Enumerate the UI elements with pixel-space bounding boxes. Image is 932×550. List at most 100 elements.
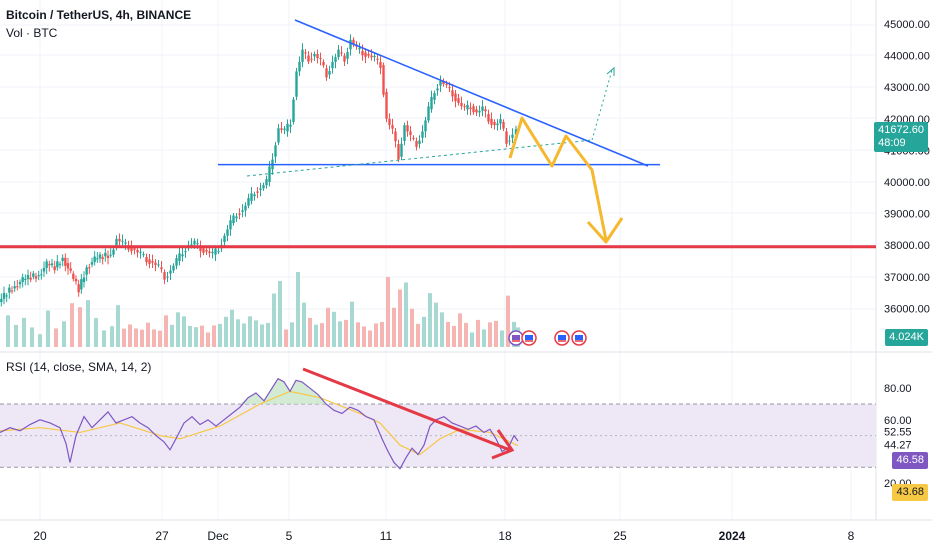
candle-body <box>172 265 175 271</box>
candle-body <box>310 58 313 60</box>
volume-bar <box>338 321 342 347</box>
volume-bar <box>506 295 510 347</box>
time-tick: 11 <box>380 529 393 543</box>
candle-body <box>232 215 235 224</box>
volume-bar <box>320 323 324 347</box>
candle-body <box>45 261 48 268</box>
volume-bar <box>116 305 120 347</box>
volume-label: Vol · BTC <box>6 26 58 40</box>
time-axis[interactable]: 20 27 Dec 5 11 18 25 2024 8 <box>33 529 854 543</box>
volume-bar <box>22 317 26 347</box>
volume-bar <box>488 322 492 347</box>
rsi-label: RSI (14, close, SMA, 14, 2) <box>6 360 152 374</box>
volume-bar <box>458 313 462 347</box>
volume-bar <box>30 327 34 347</box>
candle-body <box>142 254 145 256</box>
volume-bar <box>70 303 74 347</box>
volume-bar <box>140 329 144 347</box>
volume-bar <box>128 324 132 347</box>
candle-body <box>24 278 27 280</box>
candle-body <box>229 220 232 230</box>
candle-body <box>16 286 19 288</box>
candle-body <box>316 54 319 58</box>
candle-body <box>505 131 508 144</box>
candle-body <box>223 235 226 243</box>
candle-body <box>130 246 133 252</box>
volume-bar <box>290 322 294 347</box>
candle-body <box>247 198 250 206</box>
candle-body <box>145 257 148 263</box>
volume-bar <box>54 328 58 347</box>
price-tick: 44000.00 <box>884 51 930 63</box>
volume-bar <box>194 327 198 347</box>
volume-bar <box>94 318 98 347</box>
candle-body <box>178 253 181 261</box>
descending-trendline <box>294 19 649 167</box>
rsi-line <box>0 377 519 470</box>
drawings <box>0 19 876 249</box>
candle-body <box>34 276 38 279</box>
candle-body <box>124 242 127 244</box>
candle-body <box>295 71 298 97</box>
candle-body <box>415 140 418 147</box>
candle-body <box>406 125 409 132</box>
volume-bar <box>302 302 306 347</box>
candle-body <box>106 255 110 259</box>
candle-body <box>238 213 241 215</box>
volume-bar <box>404 282 408 347</box>
candle-body <box>313 54 316 57</box>
candle-body <box>385 91 388 119</box>
volume-bar <box>6 315 10 347</box>
candle-body <box>433 93 436 100</box>
candle-body <box>430 96 433 110</box>
candle-body <box>514 129 518 135</box>
time-tick: 5 <box>286 529 293 543</box>
candle-body <box>53 266 56 271</box>
volume-bar <box>158 330 162 347</box>
volume-bar <box>164 315 168 347</box>
candle-body <box>286 123 289 132</box>
candle-body <box>403 125 406 141</box>
candle-body <box>469 107 472 110</box>
volume-bar <box>368 330 372 347</box>
candle-body <box>445 84 448 86</box>
current-price: 41672.60 <box>878 124 924 136</box>
candle-body <box>2 292 6 299</box>
candle-body <box>457 98 460 103</box>
volume-bar <box>146 322 150 347</box>
event-markers[interactable] <box>508 330 587 346</box>
candle-body <box>5 295 8 297</box>
candle-body <box>496 123 499 126</box>
candle-body <box>56 261 59 268</box>
volume-bar <box>398 289 402 347</box>
volume-bar <box>344 319 348 347</box>
volume-bars <box>6 272 520 347</box>
volume-bar <box>356 322 360 347</box>
volume-bar <box>464 322 468 347</box>
candle-body <box>472 106 475 113</box>
candle-body <box>90 262 94 265</box>
candle-body <box>0 298 3 303</box>
candle-body <box>88 267 91 269</box>
candle-body <box>112 249 115 255</box>
candle-body <box>121 240 124 242</box>
projected-path <box>508 116 608 241</box>
volume-bar <box>224 316 228 347</box>
candle-body <box>250 193 253 201</box>
candle-body <box>409 131 412 135</box>
price-tick: 37000.00 <box>884 272 930 284</box>
price-axis[interactable]: 45000.0044000.0043000.0042000.0041000.00… <box>884 19 930 490</box>
candle-body <box>508 140 511 142</box>
candle-body <box>481 106 484 111</box>
candle-body <box>109 254 112 256</box>
candle-body <box>442 80 445 85</box>
candle-body <box>18 282 22 285</box>
candle-body <box>436 88 439 91</box>
candle-body <box>217 251 220 253</box>
price-tick: 45000.00 <box>884 19 930 31</box>
candle-body <box>235 216 238 219</box>
price-tick: 39000.00 <box>884 209 930 221</box>
candle-body <box>40 274 43 276</box>
candle-body <box>96 258 99 260</box>
